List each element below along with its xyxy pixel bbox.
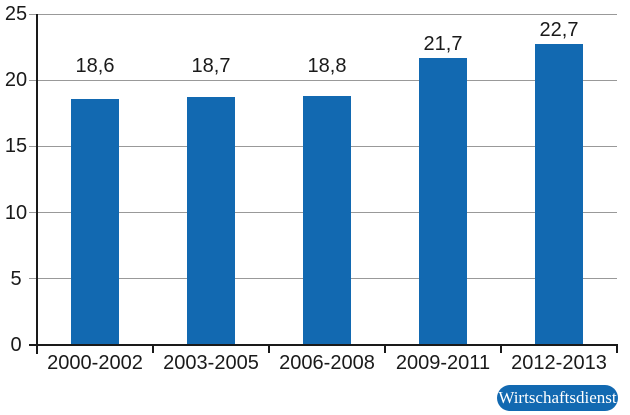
x-axis-tick [152, 344, 154, 353]
wirtschaftsdienst-badge: Wirtschaftsdienst [497, 385, 618, 411]
y-axis-tick-label: 0 [10, 334, 22, 356]
x-axis-tick [384, 344, 386, 353]
bar-value-label: 21,7 [423, 32, 463, 55]
bar-2003-2005 [187, 97, 235, 344]
x-axis-category-label: 2006-2008 [279, 352, 375, 374]
y-axis-tick-label: 15 [4, 135, 28, 158]
x-axis-line [29, 344, 618, 346]
bar-value-label: 18,6 [75, 55, 115, 78]
y-axis-tick-label: 20 [4, 69, 28, 92]
x-axis-tick [500, 344, 502, 353]
bar-2009-2011 [419, 57, 467, 344]
x-axis-category-label: 2003-2005 [163, 352, 259, 374]
gridline-25 [29, 13, 617, 15]
x-axis-category-label: 2000-2002 [47, 352, 143, 374]
bar-2012-2013 [535, 44, 583, 344]
bar-2000-2002 [71, 98, 119, 344]
y-axis-tick-label: 25 [4, 3, 28, 25]
bar-value-label: 18,8 [307, 55, 347, 78]
y-axis-line [36, 14, 38, 354]
bar-value-label: 18,7 [191, 55, 231, 78]
bar-2006-2008 [303, 96, 351, 344]
x-axis-category-label: 2009-2011 [395, 352, 491, 374]
y-axis-tick-label: 10 [4, 201, 28, 224]
x-axis-category-label: 2012-2013 [511, 352, 607, 374]
y-axis-tick-label: 5 [10, 267, 22, 290]
x-axis-tick [616, 344, 618, 353]
gridline-20 [29, 79, 617, 81]
x-axis-tick [268, 344, 270, 353]
bar-value-label: 22,7 [539, 19, 579, 42]
